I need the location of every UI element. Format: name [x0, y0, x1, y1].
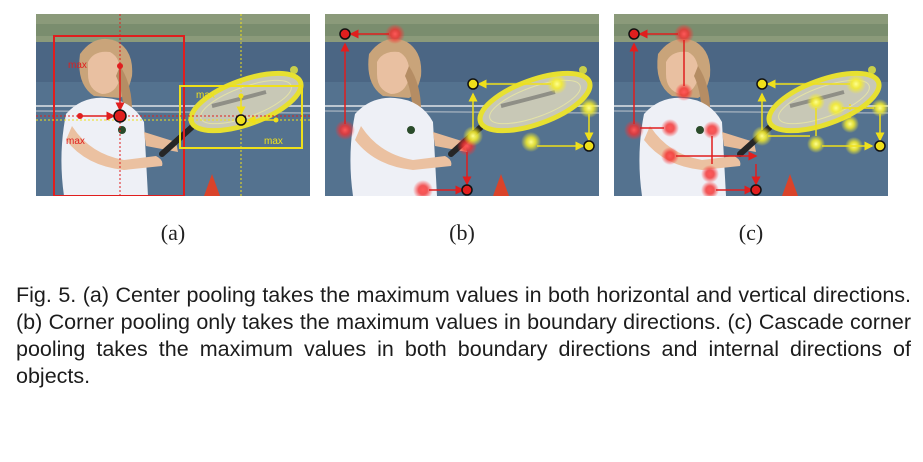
subfigure-label-a: (a): [160, 220, 186, 245]
subfigure-label-c: (c): [738, 220, 764, 245]
panel-b-image: [325, 14, 599, 196]
max-label-red-left: max: [66, 136, 85, 147]
panel-c-image: [614, 14, 888, 196]
max-label-red-top: max: [68, 60, 87, 71]
subfigure-label-b: (b): [449, 220, 475, 245]
max-label-yellow-top: max: [196, 90, 215, 101]
max-label-yellow-right: max: [264, 136, 283, 147]
panel-a-image: max max max max: [36, 14, 310, 196]
figure-caption: Fig. 5. (a) Center pooling takes the max…: [16, 283, 911, 388]
